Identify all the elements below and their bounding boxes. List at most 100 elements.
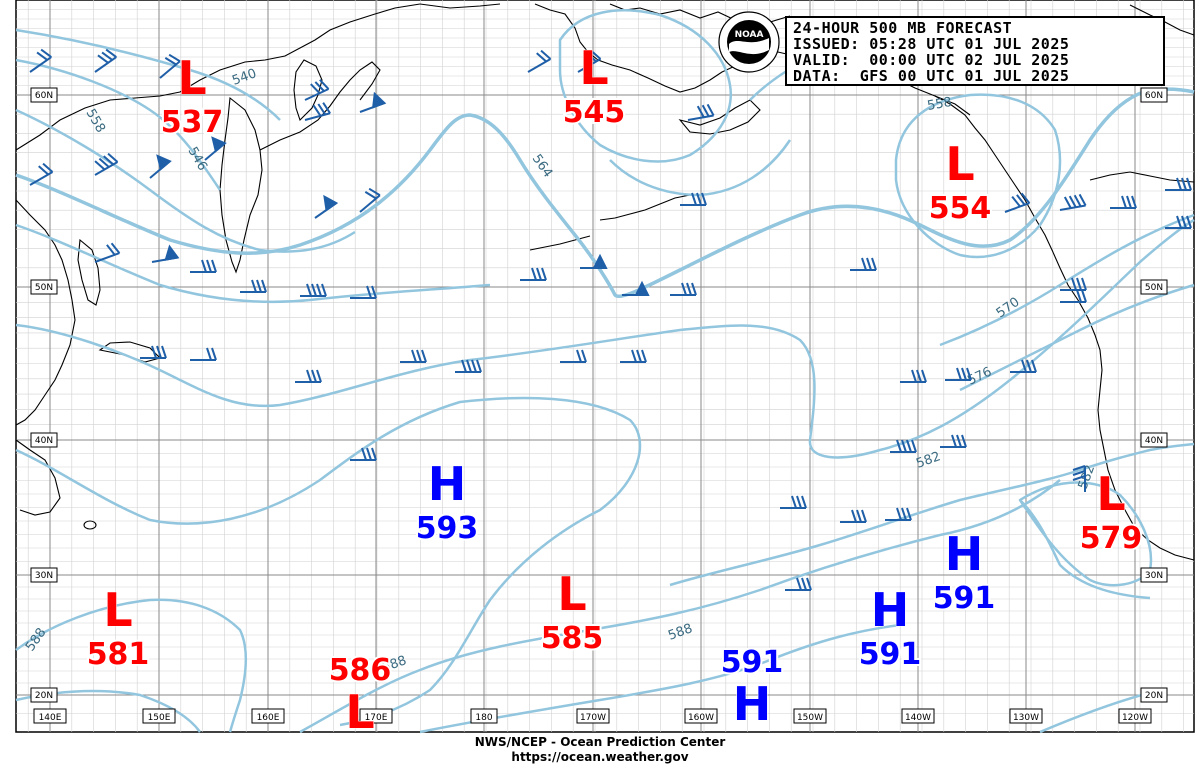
wind-barb-feather [796, 495, 802, 509]
latitude-label-text: 60N [1145, 91, 1163, 101]
na-west-coast [934, 95, 1195, 561]
wind-barb-feather [1072, 475, 1086, 481]
wind-barb-feather [251, 279, 257, 293]
wind-barb-feather [466, 359, 472, 373]
wind-barb [359, 91, 387, 113]
longitude-label-box [33, 708, 67, 724]
pressure-system-letter: H [945, 527, 984, 581]
wind-barb [455, 359, 482, 373]
wind-barb-feather [1131, 195, 1137, 209]
wind-barb-feather [1020, 192, 1031, 204]
wind-barb-pennant [592, 253, 608, 269]
latitude-label: 30N [1140, 567, 1168, 583]
longitude-label-box [359, 708, 393, 724]
wind-barb [945, 367, 972, 381]
wind-barb-feather [151, 345, 157, 359]
coastlines [15, 3, 1195, 561]
wind-barb-feather [97, 54, 109, 64]
wind-barb [670, 282, 697, 296]
wind-barb-feather [1176, 177, 1182, 191]
wind-barb [151, 244, 180, 263]
pressure-system-value: 545 [563, 95, 626, 130]
issued-time: ISSUED: 05:28 UTC 01 JUL 2025 [793, 35, 1070, 53]
contour-588-ne [1019, 499, 1151, 600]
wind-barb-staff [1004, 202, 1030, 213]
wind-barb-feather [916, 369, 922, 383]
wind-barb [885, 507, 912, 521]
wind-barb-feather [319, 79, 330, 90]
wind-barb-staff [687, 114, 714, 121]
wind-barb [1165, 215, 1192, 229]
longitude-label-box [1118, 708, 1152, 724]
wind-barb [680, 192, 707, 206]
kodiak [678, 99, 761, 135]
wind-barb-feather [631, 349, 637, 363]
valid-time: VALID: 00:00 UTC 02 JUL 2025 [793, 51, 1070, 69]
contour-540 [15, 28, 281, 121]
wind-barb-feather [691, 282, 697, 296]
wind-barbs [29, 48, 1192, 591]
wind-barb-feather [851, 509, 857, 523]
wind-barb [622, 280, 650, 296]
wind-barb-feather [364, 191, 377, 200]
pressure-system-letter: L [345, 685, 374, 739]
pressure-system-letter: H [871, 583, 910, 637]
longitude-label-text: 150E [148, 713, 171, 723]
pressure-system-letter: L [1096, 467, 1125, 521]
wind-barb-feather [586, 52, 597, 63]
latitude-label: 60N [1140, 87, 1168, 103]
footer-url: https://ocean.weather.gov [511, 750, 689, 764]
wind-barb-feather [103, 155, 114, 166]
japan-south [15, 439, 61, 516]
wind-barb-feather [1072, 465, 1086, 471]
forecast-title: 24-HOUR 500 MB FORECAST [793, 19, 1013, 37]
wind-barb-feather [211, 347, 217, 361]
latitude-label-text: 20N [1145, 691, 1163, 701]
okhotsk-east-coast [259, 61, 381, 151]
wind-barb-feather [581, 349, 587, 363]
latitude-label-box [30, 87, 58, 103]
pressure-system-value: 593 [416, 511, 479, 546]
wind-barb [94, 242, 121, 263]
longitude-label: 130W [1009, 708, 1043, 724]
wind-barb [520, 267, 547, 281]
pressure-system-value: 591 [721, 645, 784, 680]
logo-text: NOAA [735, 30, 764, 40]
wind-barb [620, 349, 647, 363]
contour-570 [939, 213, 1195, 347]
pressure-system-value: 591 [859, 637, 922, 672]
latitude-labels: 60N 60N 50N 50N 40N 40N 30N 30N 20N 20N [30, 87, 1168, 703]
wind-barb-feather [806, 577, 812, 591]
latitude-label-text: 50N [35, 283, 53, 293]
wind-barb-feather [98, 157, 110, 168]
wind-barb-feather [576, 349, 582, 363]
longitude-label: 150E [142, 708, 176, 724]
pressure-system-letter: L [579, 41, 608, 95]
wind-barb-feather [801, 495, 807, 509]
wind-barb-staff [94, 56, 117, 73]
wind-barb [314, 194, 339, 219]
longitude-label: 140W [901, 708, 935, 724]
wind-barb-staff [29, 171, 54, 186]
wind-barb-feather [156, 345, 162, 359]
wind-barb-feather [1176, 215, 1182, 229]
wind-barb-feather [1063, 196, 1072, 209]
wind-barb-feather [317, 103, 327, 116]
wind-barb-feather [1072, 470, 1086, 476]
wind-barb-feather [1078, 193, 1087, 206]
longitude-label-box [901, 708, 935, 724]
wind-barb [400, 349, 427, 363]
pressure-system-value: 586 [329, 653, 392, 688]
wind-barb [1060, 277, 1087, 291]
latitude-label-box [30, 687, 58, 703]
longitude-label-text: 130W [1013, 713, 1039, 723]
wind-barb-feather [321, 283, 327, 297]
wind-barb-feather [1021, 359, 1027, 373]
wind-barb [190, 259, 217, 273]
